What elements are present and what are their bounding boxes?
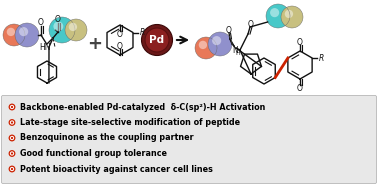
Circle shape [49,17,75,43]
Text: O: O [55,14,61,23]
Text: Pd: Pd [149,35,164,45]
Text: Benzoquinone as the coupling partner: Benzoquinone as the coupling partner [20,134,194,142]
Text: R: R [319,53,324,63]
Circle shape [208,32,232,56]
Text: +: + [87,35,102,53]
Circle shape [281,6,303,28]
Circle shape [212,36,221,45]
Circle shape [53,21,63,31]
Circle shape [19,27,28,36]
Circle shape [199,41,207,49]
Circle shape [11,106,13,108]
Circle shape [9,166,15,172]
FancyArrowPatch shape [177,37,187,43]
Circle shape [65,19,87,41]
Circle shape [270,8,279,17]
Text: O: O [248,19,254,28]
Circle shape [9,120,15,125]
Text: HN: HN [39,43,51,51]
Circle shape [285,10,293,18]
Circle shape [11,121,13,124]
Circle shape [9,135,15,141]
FancyBboxPatch shape [2,95,376,184]
Circle shape [141,24,172,56]
Text: O: O [117,29,123,38]
Text: Potent bioactivity against cancer cell lines: Potent bioactivity against cancer cell l… [20,164,213,174]
Text: Backbone-enabled Pd-catalyzed  δ-C(sp²)-H Activation: Backbone-enabled Pd-catalyzed δ-C(sp²)-H… [20,102,265,112]
Text: H: H [235,51,240,56]
Circle shape [9,104,15,110]
Circle shape [145,28,169,52]
Circle shape [7,28,15,36]
Text: Late-stage site-selective modification of peptide: Late-stage site-selective modification o… [20,118,240,127]
Text: O: O [297,83,303,92]
Text: N: N [232,46,238,55]
Text: O: O [297,38,303,46]
Circle shape [11,168,13,170]
Circle shape [11,152,13,155]
Circle shape [11,137,13,139]
Text: R: R [140,28,145,37]
Circle shape [69,23,77,31]
Circle shape [266,4,290,28]
Circle shape [3,24,25,46]
Text: O: O [117,41,123,51]
Circle shape [15,23,39,47]
Circle shape [195,37,217,59]
Text: Good functional group tolerance: Good functional group tolerance [20,149,167,158]
Text: O: O [38,18,44,26]
Text: O: O [226,26,232,34]
Circle shape [9,151,15,156]
